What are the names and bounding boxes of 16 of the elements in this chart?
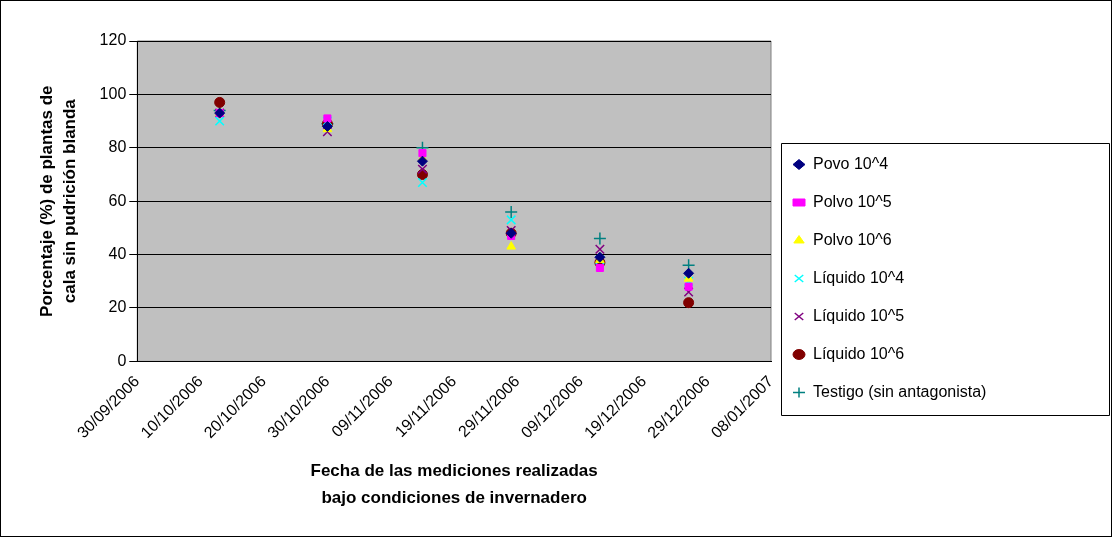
legend-label: Líquido 10^4 [813,268,905,286]
y-tick-label: 0 [117,351,127,369]
y-tick-label: 40 [108,245,127,263]
y-tick-label: 20 [108,298,127,316]
legend-label: Polvo 10^5 [813,192,892,210]
y-tick-label: 120 [99,31,127,49]
y-axis-title: Porcentaje (%) de plantas de cala sin pudrición blanda [36,85,80,317]
legend-label: Líquido 10^6 [813,344,905,362]
legend-label: Líquido 10^5 [813,306,905,324]
y-tick-label: 100 [99,84,127,102]
legend-label: Povo 10^4 [813,154,889,172]
y-tick-label: 60 [108,191,127,209]
legend-label: Polvo 10^6 [813,230,892,248]
legend-label: Testigo (sin antagonista) [813,382,987,400]
x-axis-title: Fecha de las mediciones realizadas bajo condiciones de invernadero [310,460,598,508]
y-tick-label: 80 [108,138,127,156]
